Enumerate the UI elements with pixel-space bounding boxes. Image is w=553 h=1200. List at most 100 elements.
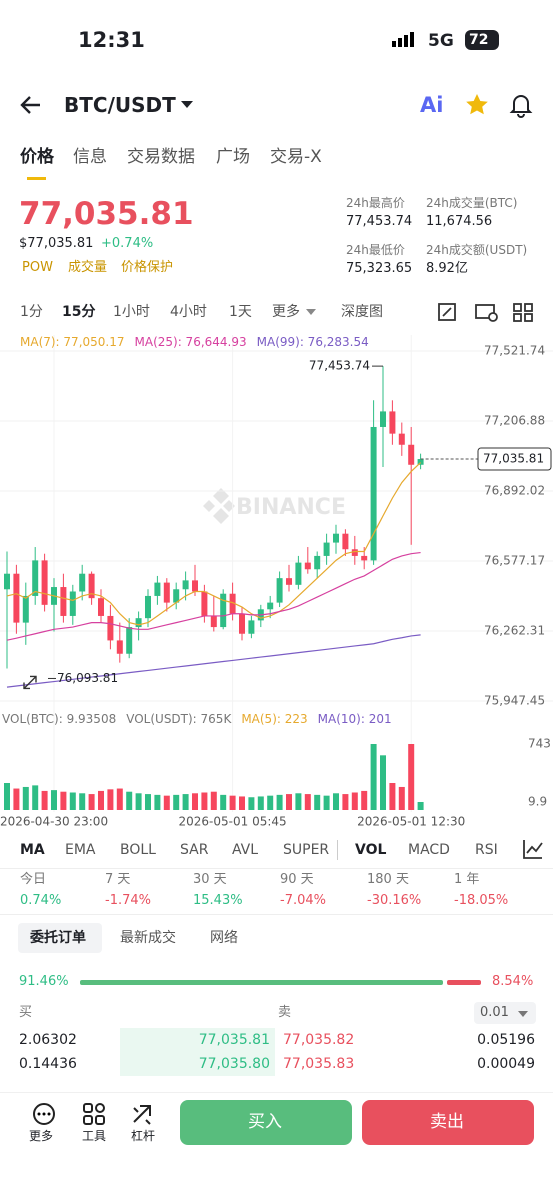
symbol[interactable]: BTC/USDT	[64, 93, 176, 117]
price-tag[interactable]: 成交量	[68, 260, 108, 276]
perf-change: -18.05%	[454, 893, 509, 909]
volume-bar	[229, 795, 236, 810]
candle-body	[314, 555, 321, 570]
last-price-label: 77,035.81	[483, 452, 544, 466]
tab[interactable]: 交易数据	[127, 146, 195, 167]
x-tick-label: 2026-05-01 05:45	[179, 815, 287, 829]
indicator-tab[interactable]: AVL	[232, 841, 259, 858]
precision-select-bg[interactable]	[474, 1002, 536, 1024]
symbol-dropdown[interactable]	[181, 101, 193, 114]
perf-period: 30 天	[193, 872, 227, 888]
candle-body	[304, 562, 311, 570]
volume-bar	[389, 783, 396, 810]
tab[interactable]: 广场	[216, 146, 250, 167]
candle-body	[408, 444, 415, 465]
book-buy-qty: 0.14436	[19, 1055, 77, 1072]
indicator-tab[interactable]: SAR	[180, 841, 209, 858]
order-tab[interactable]: 委托订单	[30, 929, 86, 946]
candle-body	[286, 578, 292, 585]
interval[interactable]: 1分	[20, 303, 43, 320]
sell-button-bg[interactable]	[362, 1100, 534, 1145]
order-tab[interactable]: 网络	[210, 929, 238, 946]
candle-body	[107, 615, 114, 641]
bell-icon[interactable]	[508, 92, 534, 118]
buy-button-bg[interactable]	[180, 1100, 352, 1145]
volume-bar	[417, 801, 424, 810]
volume-bar	[163, 795, 170, 810]
candle-body	[116, 640, 123, 654]
indicator-tab[interactable]: BOLL	[120, 841, 156, 858]
chart-tools[interactable]	[436, 302, 536, 324]
book-buy-label: 买	[19, 1005, 33, 1021]
volume-bar	[210, 791, 217, 810]
volume-legend: VOL(BTC): 9.93508	[2, 711, 117, 726]
candle-body	[79, 573, 86, 592]
divider	[337, 840, 338, 860]
candle-body	[88, 573, 95, 599]
sell-ratio: 8.54%	[492, 974, 534, 990]
volume-bar	[248, 797, 255, 810]
book-sell-label: 卖	[278, 1005, 292, 1021]
indicator-tab[interactable]: RSI	[475, 841, 498, 858]
candle-body	[60, 587, 67, 616]
candle-body	[135, 618, 142, 628]
perf-change: -7.04%	[280, 893, 326, 909]
candle-body	[380, 411, 386, 427]
volume-bar	[398, 786, 405, 810]
candle-body	[182, 580, 189, 590]
nav-label[interactable]: 杠杆	[131, 1128, 156, 1143]
volume-bar	[154, 794, 161, 810]
indicator-tab[interactable]: EMA	[65, 841, 96, 858]
interval[interactable]: 1小时	[113, 303, 150, 320]
legend-entry: MA(25): 76,644.93	[134, 334, 247, 349]
book-buy-qty: 2.06302	[19, 1031, 77, 1048]
status-time: 12:31	[78, 28, 145, 53]
indicator-tab[interactable]: MA	[20, 841, 45, 858]
nav-icons[interactable]	[32, 1102, 162, 1126]
order-tab[interactable]: 最新成交	[120, 929, 176, 946]
sell-button[interactable]: 卖出	[430, 1111, 464, 1132]
tab[interactable]: 价格	[20, 146, 54, 167]
volume-bar	[88, 794, 95, 810]
tab[interactable]: 信息	[73, 146, 107, 167]
usd-price: $77,035.81	[19, 236, 94, 252]
volume-bar	[380, 755, 386, 810]
volume-bar	[342, 794, 349, 810]
y-tick-label: 76,892.02	[484, 484, 545, 498]
interval[interactable]: 1天	[229, 303, 252, 320]
indicator-tab[interactable]: VOL	[355, 841, 387, 858]
candle-body	[351, 549, 358, 556]
volume-bar	[276, 794, 283, 810]
stat-value: 75,323.65	[346, 261, 413, 277]
nav-label[interactable]: 更多	[29, 1128, 54, 1143]
indicator-tab[interactable]: MACD	[408, 841, 450, 858]
star-icon[interactable]	[464, 92, 490, 118]
volume-bar	[370, 744, 377, 810]
ai-button[interactable]: Ai	[420, 93, 444, 118]
precision[interactable]: 0.01	[480, 1005, 509, 1021]
interval[interactable]: 15分	[62, 303, 96, 320]
nav-label[interactable]: 工具	[82, 1128, 107, 1143]
interval[interactable]: 深度图	[341, 303, 383, 320]
price-tag[interactable]: POW	[22, 260, 53, 276]
divider	[0, 914, 553, 915]
interval[interactable]: 4小时	[170, 303, 207, 320]
back-icon[interactable]	[18, 92, 44, 118]
tab[interactable]: 交易-X	[270, 146, 322, 167]
expand-icon	[23, 675, 37, 690]
perf-period: 1 年	[454, 872, 480, 888]
buy-button[interactable]: 买入	[248, 1111, 282, 1132]
volume-bar	[295, 793, 302, 810]
price-tag[interactable]: 价格保护	[121, 260, 174, 276]
indicator-settings-icon[interactable]	[522, 838, 544, 860]
interval[interactable]: 更多	[272, 303, 300, 320]
price-change: +0.74%	[101, 236, 154, 252]
volume-bar	[145, 794, 151, 810]
high-label: 77,453.74	[309, 359, 370, 373]
candle-body	[276, 578, 283, 603]
indicator-tab[interactable]: SUPER	[283, 841, 330, 858]
candle-body	[417, 459, 424, 465]
buy-ratio-bar	[80, 980, 444, 985]
perf-change: -30.16%	[367, 893, 422, 909]
